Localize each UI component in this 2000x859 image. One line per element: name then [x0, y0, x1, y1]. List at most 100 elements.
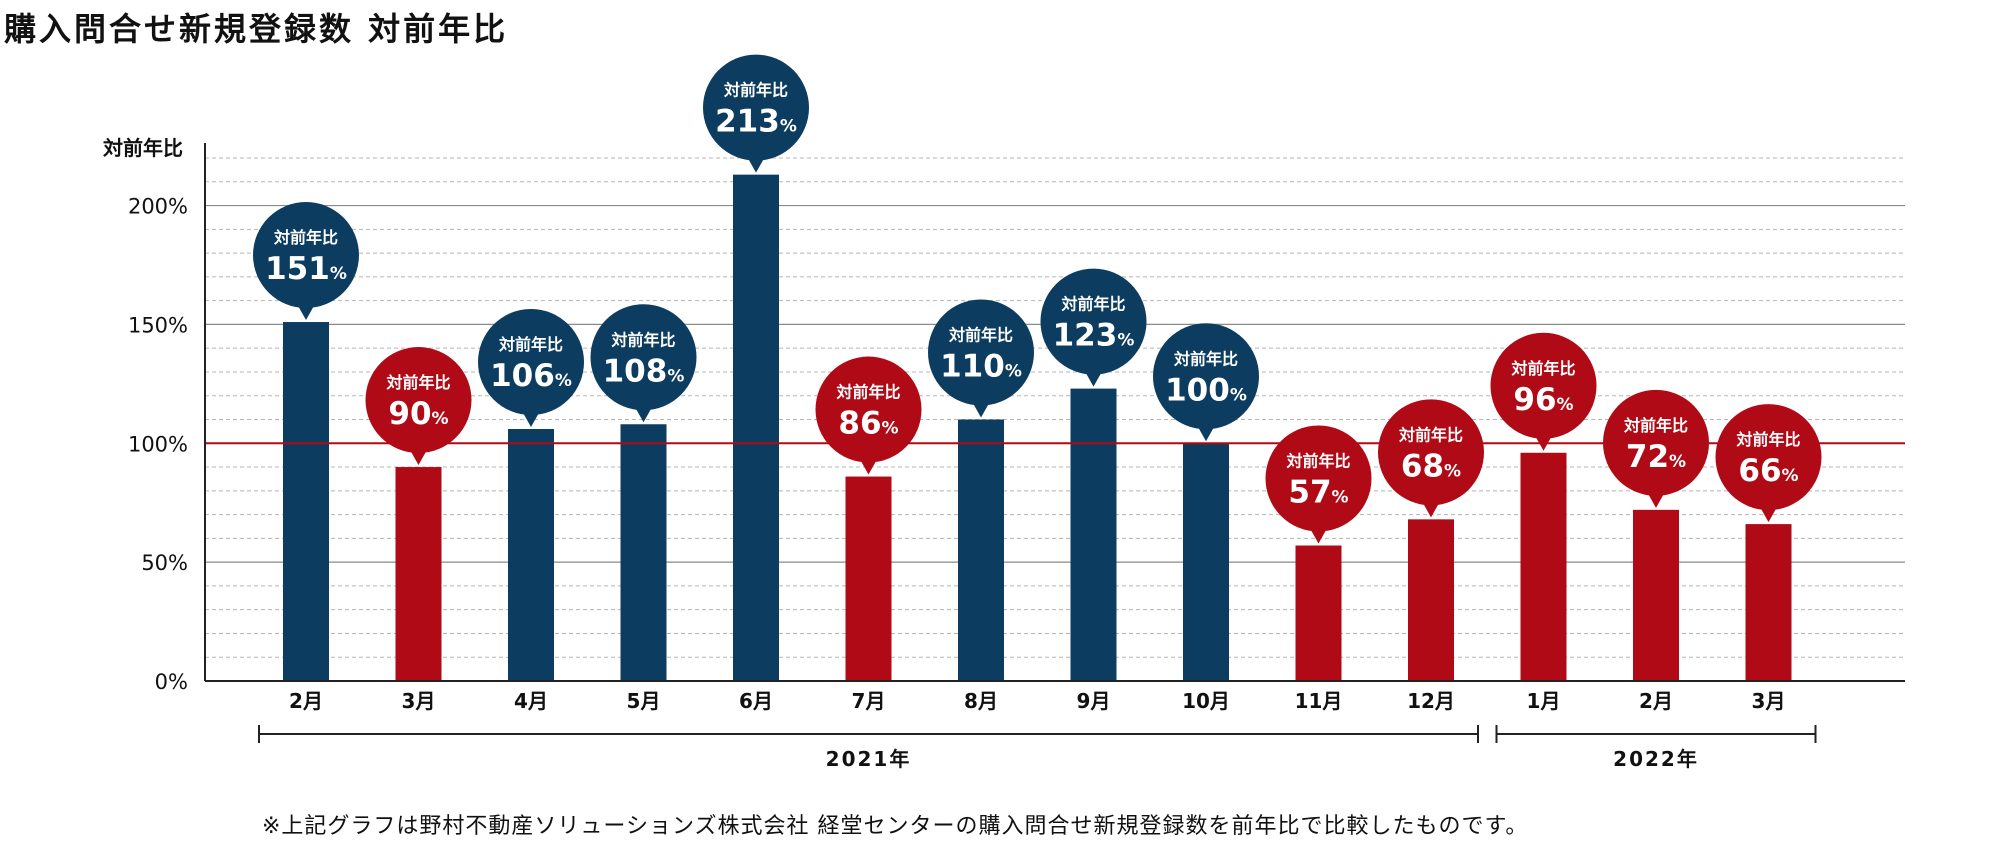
value-bubble: 対前年比 100% — [1153, 323, 1259, 442]
value-bubble: 対前年比 66% — [1715, 404, 1822, 523]
value-bubble: 対前年比 213% — [703, 54, 809, 173]
bubble-circle — [478, 309, 584, 416]
y-tick-label: 0% — [155, 670, 188, 694]
value-bubble: 対前年比 96% — [1490, 332, 1597, 451]
bubble-pointer — [1759, 506, 1778, 523]
bubble-label: 対前年比 — [1623, 416, 1688, 435]
bar-chart: 0% 50% 100% 150% 200% 対前年比 2月 3月 4月 5月 6月 7月 8月 9月 10月… — [102, 54, 1905, 771]
bubble-pointer — [297, 304, 315, 321]
x-tick-label: 3月 — [1752, 689, 1786, 713]
year-label: 2021年 — [826, 747, 912, 771]
bubble-label: 対前年比 — [610, 330, 675, 349]
data-label: 96% — [1513, 382, 1573, 418]
bubble-label: 対前年比 — [273, 228, 338, 247]
bubble-label: 対前年比 — [385, 373, 450, 392]
bubble-circle — [928, 299, 1034, 406]
value-bubble: 対前年比 90% — [365, 347, 472, 466]
x-tick-label: 2月 — [289, 689, 323, 713]
data-label: 66% — [1738, 453, 1798, 489]
bubble-pointer — [972, 401, 990, 418]
x-tick-label: 10月 — [1182, 689, 1230, 713]
data-label: 100% — [1165, 372, 1247, 408]
y-axis-label: 対前年比 — [102, 136, 183, 160]
bubble-circle — [253, 202, 359, 309]
bubble-circle — [1265, 425, 1372, 532]
footnote: ※上記グラフは野村不動産ソリューションズ株式会社 経堂センターの購入問合せ新規登… — [262, 814, 1529, 839]
bar — [395, 467, 442, 681]
x-tick-label: 7月 — [852, 689, 886, 713]
x-tick-label: 4月 — [514, 689, 548, 713]
x-tick-label: 11月 — [1295, 689, 1343, 713]
bar — [958, 419, 1004, 681]
bubble-circle — [703, 54, 809, 161]
year-bracket: 2021年 — [258, 725, 1479, 771]
bubble-circle — [1378, 399, 1484, 506]
year-bracket: 2022年 — [1495, 725, 1817, 771]
y-tick-label: 100% — [128, 432, 188, 456]
bubble-pointer — [1534, 434, 1553, 451]
data-label: 108% — [603, 353, 685, 389]
x-tick-label: 2月 — [1639, 689, 1673, 713]
data-label: 123% — [1053, 318, 1135, 354]
value-bubble: 対前年比 151% — [253, 202, 359, 321]
data-label: 72% — [1626, 439, 1686, 475]
value-bubble: 対前年比 68% — [1378, 399, 1484, 518]
bubble-pointer — [1197, 425, 1215, 442]
bubble-circle — [590, 304, 697, 411]
bubble-pointer — [634, 406, 653, 423]
year-label: 2022年 — [1613, 747, 1699, 771]
bubble-pointer — [859, 458, 878, 475]
x-tick-label: 8月 — [964, 689, 998, 713]
data-label: 151% — [265, 251, 347, 287]
bubble-circle — [1490, 332, 1597, 439]
x-tick-label: 12月 — [1407, 689, 1455, 713]
bar — [845, 476, 892, 681]
chart-title: 購入問合せ新規登録数 対前年比 — [4, 10, 509, 48]
bubble-circle — [1040, 268, 1147, 375]
bubble-circle — [815, 356, 922, 463]
data-label: 110% — [940, 349, 1022, 385]
bar — [1408, 519, 1454, 681]
bubble-pointer — [409, 449, 428, 466]
bubble-pointer — [747, 156, 765, 173]
bar — [1520, 452, 1567, 681]
bubble-label: 対前年比 — [948, 326, 1013, 345]
bubble-label: 対前年比 — [1173, 349, 1238, 368]
data-label: 68% — [1401, 448, 1461, 484]
bubble-label: 対前年比 — [498, 335, 563, 354]
data-label: 106% — [490, 358, 572, 394]
x-tick-label: 9月 — [1077, 689, 1111, 713]
data-label: 213% — [715, 104, 797, 140]
bubble-pointer — [522, 411, 540, 428]
bubble-pointer — [1084, 370, 1103, 387]
y-tick-label: 150% — [128, 313, 188, 337]
bubble-label: 対前年比 — [1285, 451, 1350, 470]
value-bubble: 対前年比 110% — [928, 299, 1034, 418]
bubble-circle — [1153, 323, 1259, 430]
y-tick-label: 200% — [128, 195, 188, 219]
bar — [508, 429, 554, 681]
bar — [1295, 545, 1342, 681]
data-label: 86% — [838, 406, 898, 442]
bar — [1070, 388, 1117, 681]
bubble-circle — [1715, 404, 1822, 511]
bubble-label: 対前年比 — [1060, 295, 1125, 314]
bubble-label: 対前年比 — [1510, 359, 1575, 378]
bubble-circle — [365, 347, 472, 454]
bubble-label: 対前年比 — [835, 383, 900, 402]
bar — [733, 174, 779, 681]
x-tick-label: 6月 — [739, 689, 773, 713]
x-tick-label: 1月 — [1527, 689, 1561, 713]
bar — [1183, 443, 1229, 681]
bubble-pointer — [1422, 501, 1440, 518]
bubble-label: 対前年比 — [1735, 430, 1800, 449]
data-label: 57% — [1288, 474, 1348, 510]
bar — [1633, 509, 1679, 681]
value-bubble: 対前年比 86% — [815, 356, 922, 475]
value-bubble: 対前年比 57% — [1265, 425, 1372, 544]
bar — [620, 424, 667, 681]
x-tick-label: 5月 — [627, 689, 661, 713]
value-bubble: 対前年比 106% — [478, 309, 584, 428]
bar — [283, 322, 329, 681]
bar — [1745, 524, 1792, 681]
